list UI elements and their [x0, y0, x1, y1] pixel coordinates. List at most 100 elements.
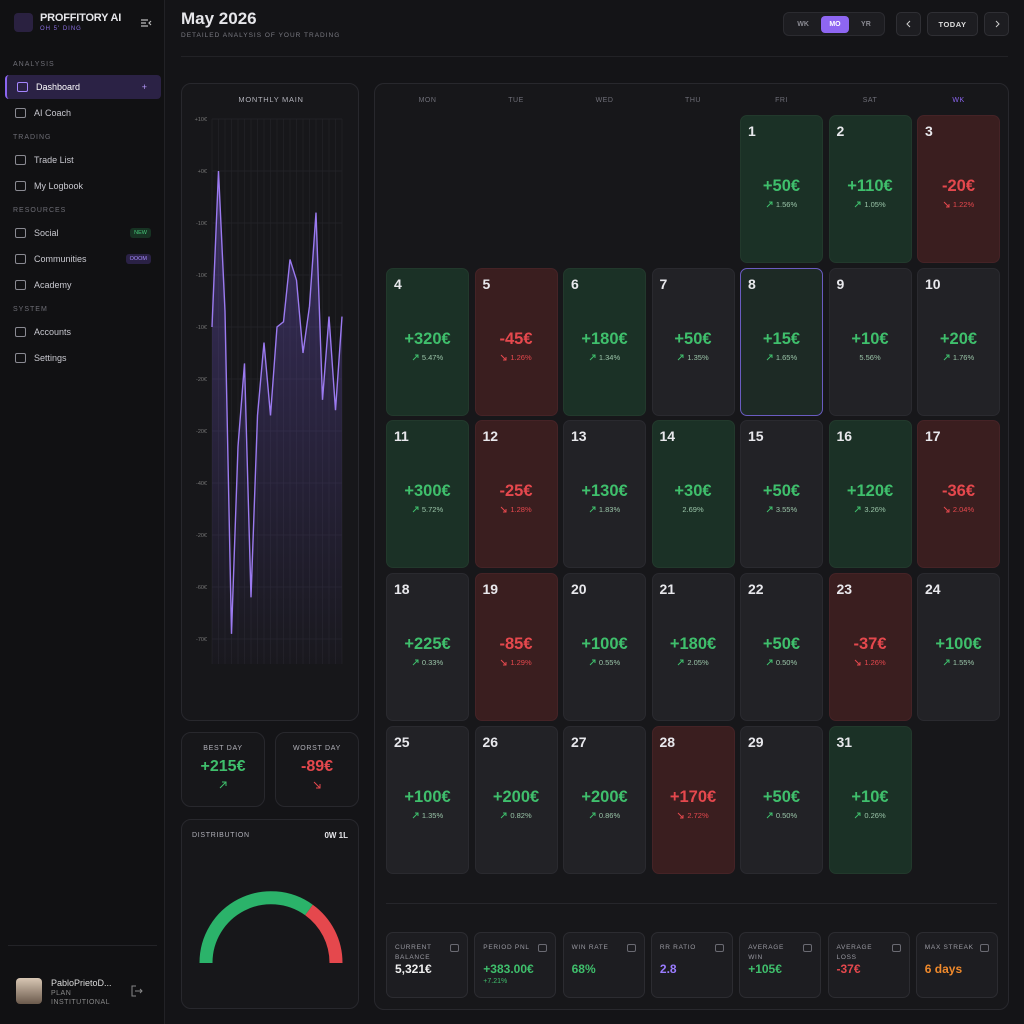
day-cell[interactable]: 6 +180€ 1.34% — [563, 267, 646, 416]
day-cell[interactable]: 24 +100€ 1.55% — [917, 573, 1000, 722]
day-pct: 1.22% — [918, 200, 999, 209]
day-pnl: +15€ — [762, 329, 801, 348]
stat-icon — [891, 944, 901, 952]
brand-text: PROFFITORY AI OH 5' DING — [40, 12, 121, 32]
day-cell[interactable]: 16 +120€ 3.26% — [828, 420, 912, 569]
nav-item[interactable]: AI Coach — [5, 101, 161, 125]
day-cell[interactable]: 7 +50€ 1.35% — [651, 267, 735, 416]
trend-icon — [412, 354, 419, 361]
view-toggle: WK MO YR — [783, 12, 885, 36]
nav-item[interactable]: Accounts — [5, 320, 161, 344]
stat-card: MAX STREAK 6 days — [915, 932, 998, 998]
day-pct: 0.33% — [387, 658, 468, 667]
nav-icon — [15, 353, 26, 363]
trend-icon — [501, 659, 507, 666]
view-option[interactable]: MO — [821, 15, 849, 33]
nav-icon — [15, 254, 26, 264]
day-pct-text: 5.56% — [859, 352, 881, 362]
trend-icon — [412, 812, 419, 819]
down-icon — [313, 781, 321, 789]
day-pct: 1.05% — [830, 200, 911, 209]
day-cell[interactable]: 2 +110€ 1.05% — [828, 115, 912, 263]
best-day-value: +215€ — [200, 758, 246, 775]
day-cell[interactable]: 28 +170€ 2.72% — [651, 725, 735, 874]
nav-item[interactable]: Social NEW — [5, 221, 161, 245]
nav-item[interactable]: Settings — [5, 346, 161, 370]
day-pct-text: 0.86% — [598, 810, 621, 820]
up-icon — [219, 781, 227, 789]
day-pct-text: 1.56% — [775, 200, 798, 209]
day-number: 22 — [748, 581, 764, 598]
brand[interactable]: PROFFITORY AI OH 5' DING — [14, 12, 121, 32]
day-number: 26 — [482, 733, 499, 750]
today-button[interactable]: TODAY — [927, 12, 978, 36]
user[interactable]: PabloPrietoD... PLAN INSTITUTIONAL — [16, 978, 112, 1006]
separator — [8, 945, 157, 946]
day-pct-text: 0.50% — [775, 810, 798, 820]
gauge-loss — [305, 904, 343, 964]
day-cell[interactable]: 10 +20€ 1.76% — [917, 267, 1000, 416]
day-cell[interactable]: 22 +50€ 0.50% — [740, 573, 823, 722]
day-cell[interactable]: 1 +50€ 1.56% — [740, 115, 823, 263]
day-pct-text: 1.26% — [864, 658, 886, 668]
day-pnl: +30€ — [674, 482, 712, 501]
day-pct: 2.05% — [653, 658, 734, 667]
day-cell[interactable]: 14 +30€ 2.69% — [651, 420, 735, 569]
day-pnl: +10€ — [851, 329, 889, 348]
trend-icon — [766, 812, 773, 819]
view-option[interactable]: YR — [861, 20, 871, 28]
day-cell[interactable]: 29 +50€ 0.50% — [740, 725, 823, 874]
day-cell[interactable]: 3 -20€ 1.22% — [917, 115, 1000, 263]
day-pnl: +320€ — [404, 329, 451, 348]
logout-icon[interactable] — [131, 985, 143, 997]
trend-icon — [766, 354, 773, 361]
day-cell[interactable]: 21 +180€ 2.05% — [651, 573, 735, 722]
nav-item[interactable]: Communities OOOM — [5, 247, 161, 271]
nav-icon — [15, 327, 26, 337]
day-cell[interactable]: 17 -36€ 2.04% — [917, 420, 1000, 569]
day-cell[interactable]: 31 +10€ 0.26% — [828, 725, 912, 874]
day-cell[interactable]: 27 +200€ 0.86% — [563, 725, 646, 874]
day-cell[interactable]: 25 +100€ 1.35% — [386, 725, 469, 874]
nav-item[interactable]: Academy — [5, 273, 161, 297]
brand-name: PROFFITORY AI — [40, 12, 122, 24]
day-cell[interactable]: 15 +50€ 3.55% — [740, 420, 823, 569]
day-cell[interactable]: 18 +225€ 0.33% — [386, 573, 469, 722]
day-cell[interactable]: 5 -45€ 1.26% — [474, 267, 558, 416]
day-cell[interactable]: 8 +15€ 1.65% — [740, 267, 823, 416]
day-cell[interactable]: 9 +10€ 5.56% — [828, 267, 912, 416]
day-pct-text: 1.76% — [952, 352, 975, 362]
day-number: 15 — [748, 428, 764, 445]
nav-item[interactable]: Trade List — [5, 148, 161, 172]
collapse-icon[interactable] — [140, 18, 152, 28]
day-pct: 1.28% — [476, 505, 557, 514]
prev-button[interactable] — [896, 12, 921, 36]
y-tick-label: -20€ — [196, 377, 207, 383]
trend-icon — [943, 354, 950, 361]
day-pnl: -36€ — [941, 482, 976, 501]
section-title: ANALYSIS — [13, 61, 55, 68]
day-cell[interactable]: 19 -85€ 1.29% — [474, 573, 558, 722]
stat-icon — [979, 944, 989, 952]
day-pct-text: 3.55% — [775, 505, 798, 515]
nav-item[interactable]: My Logbook — [5, 174, 161, 198]
day-cell[interactable]: 4 +320€ 5.47% — [386, 267, 469, 416]
day-pnl: +50€ — [762, 482, 801, 501]
view-option[interactable]: WK — [797, 20, 809, 28]
day-number: 8 — [748, 275, 756, 292]
stat-icon — [626, 944, 636, 952]
next-button[interactable] — [984, 12, 1009, 36]
day-pct: 0.86% — [564, 811, 645, 820]
day-cell[interactable]: 20 +100€ 0.55% — [563, 573, 646, 722]
user-info: PabloPrietoD... PLAN INSTITUTIONAL — [51, 978, 112, 1006]
day-cell[interactable]: 12 -25€ 1.28% — [474, 420, 558, 569]
nav-item[interactable]: Dashboard + — [5, 75, 161, 99]
day-cell[interactable]: 23 -37€ 1.26% — [828, 573, 912, 722]
day-cell[interactable]: 26 +200€ 0.82% — [474, 725, 558, 874]
day-cell[interactable]: 13 +130€ 1.83% — [563, 420, 646, 569]
trend-icon — [855, 506, 861, 513]
day-cell[interactable]: 11 +300€ 5.72% — [386, 420, 469, 569]
day-pnl: +10€ — [851, 787, 889, 806]
day-number: 1 — [748, 123, 756, 139]
